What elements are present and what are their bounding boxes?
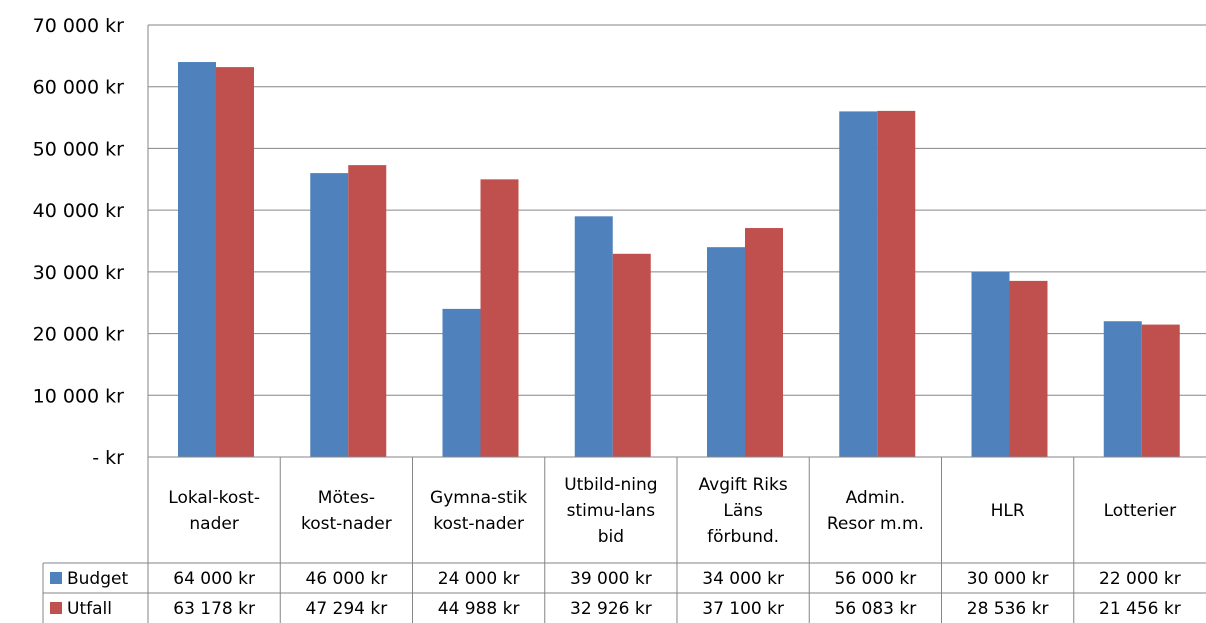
y-tick-label: 50 000 kr [33, 138, 125, 160]
bar [178, 62, 216, 458]
data-table-cell: 39 000 kr [570, 569, 652, 589]
bar [745, 228, 783, 457]
category-label: Gymna-stik [430, 488, 527, 508]
data-table-cell: 46 000 kr [306, 569, 388, 589]
legend-series-name: Budget [67, 569, 128, 589]
bar [310, 173, 349, 457]
data-table-cell: 56 000 kr [835, 569, 917, 589]
data-table-cell: 37 100 kr [702, 599, 784, 619]
category-label: bid [598, 527, 624, 547]
category-label: Lokal-kost- [168, 488, 260, 508]
data-table-cell: 47 294 kr [306, 599, 388, 619]
y-tick-label: 10 000 kr [33, 385, 125, 407]
category-label: Admin. [846, 488, 906, 508]
data-table-cell: 24 000 kr [438, 569, 520, 589]
category-label: nader [189, 514, 238, 534]
bar [1103, 321, 1142, 457]
y-tick-label: 20 000 kr [33, 324, 125, 346]
data-table-cell: 34 000 kr [702, 569, 784, 589]
y-tick-label: 60 000 kr [33, 77, 125, 99]
legend-key [50, 572, 62, 584]
category-label: Mötes- [318, 488, 375, 508]
bar [877, 110, 916, 458]
category-label: HLR [991, 501, 1025, 521]
data-table-cell: 63 178 kr [173, 599, 255, 619]
bar [574, 216, 613, 457]
legend-series-name: Utfall [67, 599, 112, 619]
data-table-cell: 32 926 kr [570, 599, 652, 619]
y-tick-label: - kr [92, 447, 124, 469]
data-table-cell: 30 000 kr [967, 569, 1049, 589]
bar [442, 308, 481, 457]
category-label: Utbild-ning [564, 475, 657, 495]
category-label: förbund. [707, 527, 779, 547]
category-label: Läns [723, 501, 763, 521]
data-table-cell: 64 000 kr [173, 569, 255, 589]
bar [612, 253, 651, 457]
y-tick-label: 30 000 kr [33, 262, 125, 284]
data-table-cell: 22 000 kr [1099, 569, 1181, 589]
data-table-cell: 56 083 kr [835, 599, 917, 619]
category-label: Lotterier [1104, 501, 1177, 521]
data-table-cell: 44 988 kr [438, 599, 520, 619]
bar [216, 67, 254, 457]
category-label: Avgift Riks [699, 475, 788, 495]
bar [1141, 324, 1180, 457]
bar [1009, 280, 1048, 457]
bar [707, 247, 745, 457]
legend-key [50, 602, 62, 614]
bar [480, 179, 519, 457]
bar [348, 165, 387, 457]
y-tick-label: 70 000 kr [33, 15, 125, 37]
bar [839, 111, 878, 458]
data-table-cell: 21 456 kr [1099, 599, 1181, 619]
category-label: stimu-lans [567, 501, 656, 521]
bar [971, 271, 1010, 457]
data-table-cell: 28 536 kr [967, 599, 1049, 619]
y-tick-label: 40 000 kr [33, 200, 125, 222]
category-label: kost-nader [301, 514, 392, 534]
category-label: Resor m.m. [827, 514, 924, 534]
category-label: kost-nader [433, 514, 524, 534]
